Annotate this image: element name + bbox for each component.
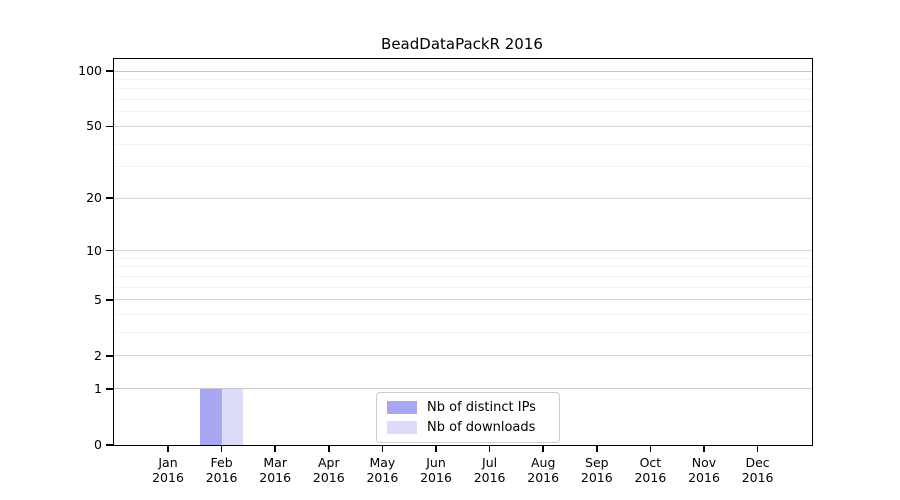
x-tick-year: 2016: [580, 470, 613, 485]
x-tick-month: Dec: [745, 455, 770, 470]
legend-label-downloads: Nb of downloads: [427, 420, 536, 435]
legend: Nb of distinct IPs Nb of downloads: [376, 392, 560, 443]
x-tick-month: Sep: [585, 455, 609, 470]
x-tick: [167, 445, 169, 452]
y-tick: [106, 388, 113, 390]
x-tick-month: Nov: [691, 455, 717, 470]
x-tick-label: Jun 2016: [406, 455, 466, 485]
gridline-major: [114, 197, 812, 199]
x-tick-year: 2016: [205, 470, 238, 485]
gridline-major: [114, 125, 812, 127]
x-tick-month: Jan: [158, 455, 178, 470]
y-tick-label: 10: [86, 242, 102, 258]
bar-downloads: [221, 388, 244, 445]
legend-swatch-downloads: [387, 421, 417, 434]
y-tick-label: 50: [86, 118, 102, 134]
y-tick: [106, 298, 113, 301]
y-tick-label: 0: [94, 437, 102, 452]
x-tick: [756, 445, 759, 452]
x-tick-year: 2016: [688, 470, 720, 485]
y-tick-label: 20: [86, 190, 102, 206]
legend-item-distinct-ips: Nb of distinct IPs: [387, 400, 549, 415]
gridline-major: [114, 250, 812, 252]
chart-title: BeadDataPackR 2016: [381, 35, 543, 53]
y-tick-label: 100: [78, 63, 102, 78]
gridline-minor: [114, 266, 812, 268]
x-tick: [220, 445, 223, 452]
legend-label-distinct-ips: Nb of distinct IPs: [427, 400, 536, 415]
x-tick: [488, 445, 491, 452]
gridline-minor: [114, 257, 812, 259]
x-tick: [596, 445, 598, 452]
gridline-major: [114, 355, 812, 357]
x-tick-year: 2016: [741, 470, 774, 485]
gridline-minor: [114, 332, 812, 334]
y-tick-label: 1: [94, 380, 102, 396]
y-tick: [106, 125, 113, 128]
gridline-major: [114, 299, 812, 301]
x-tick-label: May 2016: [352, 455, 412, 485]
x-tick: [703, 445, 705, 452]
gridline-minor: [114, 166, 812, 168]
x-tick-label: Jan 2016: [138, 455, 198, 485]
x-tick-label: Apr 2016: [299, 455, 359, 485]
x-tick-label: Mar 2016: [245, 455, 305, 485]
x-tick-year: 2016: [527, 470, 560, 485]
x-tick: [328, 445, 330, 452]
x-tick: [274, 445, 276, 452]
y-tick-label: 2: [94, 347, 102, 363]
x-tick-label: Oct 2016: [620, 455, 680, 485]
x-tick-month: Jun: [426, 455, 446, 470]
x-tick-year: 2016: [312, 470, 345, 485]
x-tick-year: 2016: [634, 470, 667, 485]
legend-item-downloads: Nb of downloads: [387, 420, 549, 435]
legend-swatch-distinct-ips: [387, 401, 417, 414]
x-tick-label: Dec 2016: [728, 455, 788, 485]
x-tick-month: Feb: [210, 455, 233, 470]
y-tick: [106, 249, 113, 252]
x-tick-month: Oct: [639, 455, 662, 470]
gridline-minor: [114, 78, 812, 80]
x-tick-year: 2016: [152, 470, 184, 485]
gridline-minor: [114, 143, 812, 145]
bar-distinct-ips: [200, 388, 222, 445]
x-tick-label: Sep 2016: [567, 455, 627, 485]
x-tick: [381, 445, 384, 452]
y-tick: [106, 70, 113, 72]
x-tick-label: Nov 2016: [674, 455, 734, 485]
gridline-minor: [114, 111, 812, 113]
x-tick-month: Jul: [482, 455, 498, 470]
x-tick-label: Feb 2016: [192, 455, 252, 485]
x-tick: [542, 445, 544, 452]
x-tick-month: Apr: [317, 455, 340, 470]
x-tick-year: 2016: [259, 470, 292, 485]
x-tick-label: Aug 2016: [513, 455, 573, 485]
y-tick-label: 5: [94, 291, 102, 307]
gridline-minor: [114, 88, 812, 90]
gridline-minor: [114, 275, 812, 277]
x-tick: [649, 445, 652, 452]
gridline-major: [114, 388, 812, 390]
x-tick-month: Mar: [263, 455, 287, 470]
y-tick: [106, 444, 113, 446]
gridline-minor: [114, 99, 812, 101]
y-tick: [106, 355, 113, 357]
gridline-major: [114, 70, 812, 72]
x-tick-label: Jul 2016: [460, 455, 520, 485]
gridline-minor: [114, 314, 812, 316]
x-tick-year: 2016: [420, 470, 452, 485]
plot-area: 0 1 2 5 10 20 50 100 Jan 2016 Feb 2016 Mar 2016 Apr 20…: [78, 58, 813, 485]
x-tick: [435, 445, 437, 452]
x-tick-year: 2016: [473, 470, 506, 485]
x-tick-year: 2016: [366, 470, 399, 485]
x-tick-month: May: [369, 455, 396, 470]
y-tick: [106, 197, 113, 200]
x-tick-month: Aug: [530, 455, 556, 470]
gridline-minor: [114, 286, 812, 288]
